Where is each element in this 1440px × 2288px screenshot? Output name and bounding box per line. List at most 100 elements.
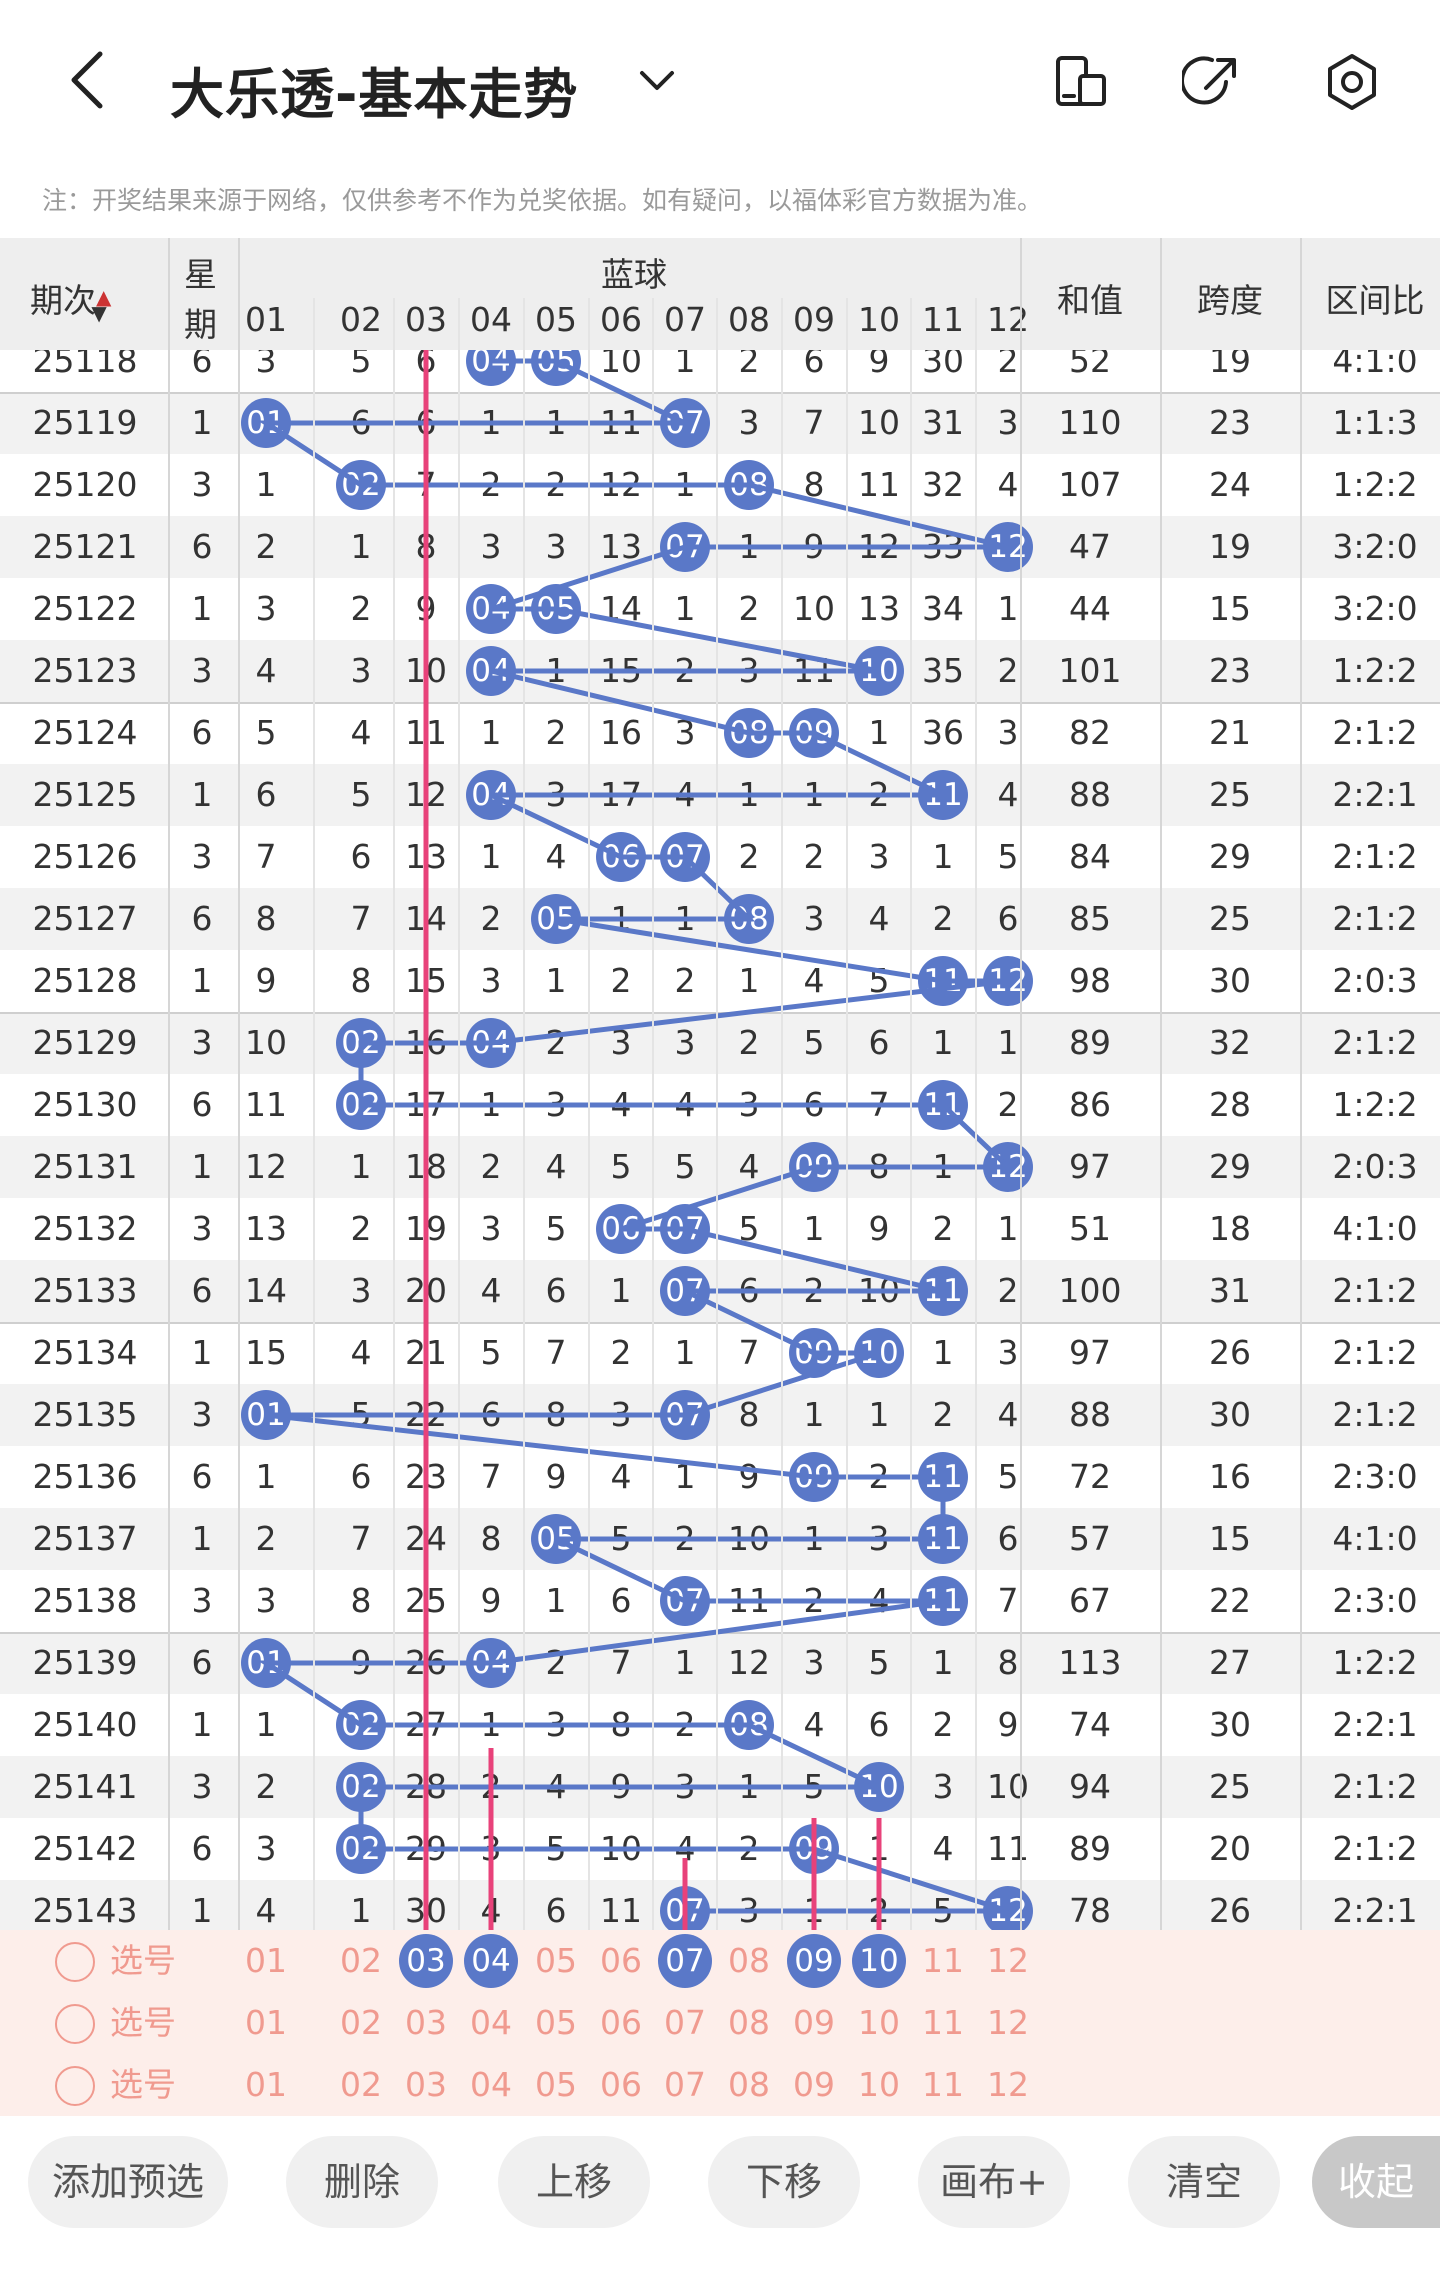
selectable-number[interactable]: 01 [245,2003,287,2042]
period-header[interactable]: 期次▲▼ [30,281,112,325]
table-row[interactable]: 25123 3 4 3 10 04 1 15 2 3 11 10 35 2 101 23 1:2:2 [0,640,1440,702]
table-row[interactable]: 25142 6 3 02 29 3 5 10 4 2 09 1 4 11 89 20 2:1:2 [0,1818,1440,1880]
selectable-number[interactable]: 06 [600,1941,642,1980]
selection-row: 选号 01 02 03 04 05 06 07 08 09 10 11 12 [0,1930,1440,1992]
selectable-number[interactable]: 08 [728,2003,770,2042]
selectable-number[interactable]: 01 [245,2065,287,2104]
number-divider [522,298,525,2168]
weekday-cell: 1 [191,1705,213,1744]
move-down-button[interactable]: 下移 [708,2136,860,2228]
table-row[interactable]: 25132 3 13 2 19 3 5 06 07 5 1 9 2 1 51 18 4:1:0 [0,1198,1440,1260]
table-row[interactable]: 25139 6 01 9 26 04 2 7 1 12 3 5 1 8 113 27 1:2:2 [0,1632,1440,1694]
sum-cell: 72 [1069,1457,1111,1496]
selection-radio[interactable] [55,2004,95,2044]
selectable-number[interactable]: 01 [245,1941,287,1980]
selected-number[interactable]: 03 [399,1934,453,1988]
omission-cell: 9 [350,1643,372,1682]
selected-number[interactable]: 09 [787,1934,841,1988]
selectable-number[interactable]: 12 [987,2065,1029,2104]
sort-icon[interactable]: ▲ [96,285,112,309]
selectable-number[interactable]: 02 [340,2003,382,2042]
selectable-number[interactable]: 06 [600,2003,642,2042]
weekday-cell: 6 [191,899,213,938]
settings-icon[interactable] [1322,52,1382,112]
selectable-number[interactable]: 04 [470,2003,512,2042]
selectable-number[interactable]: 05 [535,2065,577,2104]
table-row[interactable]: 25118 6 3 5 6 04 05 10 1 2 6 9 30 2 52 19 4:1:0 [0,350,1440,392]
omission-cell: 26 [405,1643,447,1682]
selectable-number[interactable]: 07 [664,2003,706,2042]
selected-number[interactable]: 07 [658,1934,712,1988]
trend-table[interactable]: 期次▲▼ 星 期 蓝球 01 02 03 04 05 06 07 08 09 10 11 12 和值 … [0,238,1440,2191]
selectable-number[interactable]: 11 [922,2003,964,2042]
selectable-number[interactable]: 11 [922,2065,964,2104]
table-row[interactable]: 25122 1 3 2 9 04 05 14 1 2 10 13 34 1 44 15 3:2:0 [0,578,1440,640]
drawn-ball: 12 [983,522,1033,572]
selectable-number[interactable]: 06 [600,2065,642,2104]
selection-radio[interactable] [55,1942,95,1982]
selectable-number[interactable]: 05 [535,1941,577,1980]
table-row[interactable]: 25124 6 5 4 11 1 2 16 3 08 09 1 36 3 82 21 2:1:2 [0,702,1440,764]
selectable-number[interactable]: 11 [922,1941,964,1980]
table-row[interactable]: 25140 1 1 02 27 1 3 8 2 08 4 6 2 9 74 30 2:2:1 [0,1694,1440,1756]
drawn-ball: 04 [466,350,516,386]
selectable-number[interactable]: 08 [728,1941,770,1980]
table-header: 期次▲▼ 星 期 蓝球 01 02 03 04 05 06 07 08 09 10 11 12 和值 … [0,238,1440,350]
table-row[interactable]: 25120 3 1 02 7 2 2 12 1 08 8 11 32 4 107 24 1:2:2 [0,454,1440,516]
omission-cell: 3 [803,1643,825,1682]
selectable-number[interactable]: 02 [340,1941,382,1980]
omission-cell: 7 [545,1333,567,1372]
selected-number[interactable]: 10 [852,1934,906,1988]
chevron-down-icon[interactable] [632,55,682,105]
table-row[interactable]: 25136 6 1 6 23 7 9 4 1 9 09 2 11 5 72 16 2:3:0 [0,1446,1440,1508]
selectable-number[interactable]: 09 [793,2065,835,2104]
omission-cell: 2 [674,1519,696,1558]
selection-radio[interactable] [55,2066,95,2106]
table-row[interactable]: 25126 3 7 6 13 1 4 06 07 2 2 3 1 5 84 29 2:1:2 [0,826,1440,888]
selectable-number[interactable]: 12 [987,2003,1029,2042]
delete-button[interactable]: 删除 [286,2136,438,2228]
selectable-number[interactable]: 08 [728,2065,770,2104]
selectable-number[interactable]: 12 [987,1941,1029,1980]
selection-label: 选号 [110,2003,176,2042]
add-preselect-button[interactable]: 添加预选 [28,2136,228,2228]
selectable-number[interactable]: 02 [340,2065,382,2104]
omission-cell: 1 [545,1581,567,1620]
selectable-number[interactable]: 05 [535,2003,577,2042]
table-row[interactable]: 25135 3 01 5 22 6 8 3 07 8 1 1 2 4 88 30 2:1:2 [0,1384,1440,1446]
table-row[interactable]: 25141 3 2 02 28 2 4 9 3 1 5 10 3 10 94 25 2:1:2 [0,1756,1440,1818]
selectable-number[interactable]: 10 [858,2065,900,2104]
move-up-button[interactable]: 上移 [498,2136,650,2228]
table-row[interactable]: 25131 1 12 1 18 2 4 5 5 4 09 8 1 12 97 29 2:0:3 [0,1136,1440,1198]
omission-cell: 3 [738,403,760,442]
table-row[interactable]: 25121 6 2 1 8 3 3 13 07 1 9 12 33 12 47 19 3:2:0 [0,516,1440,578]
canvas-plus-button[interactable]: 画布+ [918,2136,1070,2228]
table-row[interactable]: 25133 6 14 3 20 4 6 1 07 6 2 10 11 2 100 31 2:1:2 [0,1260,1440,1322]
selectable-number[interactable]: 03 [405,2003,447,2042]
selectable-number[interactable]: 04 [470,2065,512,2104]
selectable-number[interactable]: 03 [405,2065,447,2104]
table-row[interactable]: 25128 1 9 8 15 3 1 2 2 1 4 5 11 12 98 30 2:0:3 [0,950,1440,1012]
selected-number[interactable]: 04 [464,1934,518,1988]
drawn-ball: 07 [660,398,710,448]
table-row[interactable]: 25137 1 2 7 24 8 05 5 2 10 1 3 11 6 57 15 4:1:0 [0,1508,1440,1570]
layout-switch-icon[interactable] [1050,52,1110,112]
period-cell: 25126 [32,837,138,876]
table-row[interactable]: 25138 3 3 8 25 9 1 6 07 11 2 4 11 7 67 22 2:3:0 [0,1570,1440,1632]
table-row[interactable]: 25134 1 15 4 21 5 7 2 1 7 09 10 1 3 97 26 2:1:2 [0,1322,1440,1384]
clear-button[interactable]: 清空 [1128,2136,1280,2228]
selectable-number[interactable]: 07 [664,2065,706,2104]
number-divider [910,298,912,2168]
table-row[interactable]: 25119 1 01 6 6 1 1 11 07 3 7 10 31 3 110 23 1:1:3 [0,392,1440,454]
selectable-number[interactable]: 10 [858,2003,900,2042]
span-cell: 24 [1209,465,1251,504]
table-row[interactable]: 25127 6 8 7 14 2 05 1 1 08 3 4 2 6 85 25 2:1:2 [0,888,1440,950]
omission-cell: 3 [674,1767,696,1806]
table-row[interactable]: 25129 3 10 02 16 04 2 3 3 2 5 6 1 1 89 32 2:1:2 [0,1012,1440,1074]
back-arrow-icon[interactable] [52,40,132,120]
collapse-button[interactable]: 收起 [1312,2136,1440,2228]
table-row[interactable]: 25125 1 6 5 12 04 3 17 4 1 1 2 11 4 88 25 2:2:1 [0,764,1440,826]
selectable-number[interactable]: 09 [793,2003,835,2042]
share-icon[interactable] [1182,52,1242,112]
table-row[interactable]: 25130 6 11 02 17 1 3 4 4 3 6 7 11 2 86 28 1:2:2 [0,1074,1440,1136]
